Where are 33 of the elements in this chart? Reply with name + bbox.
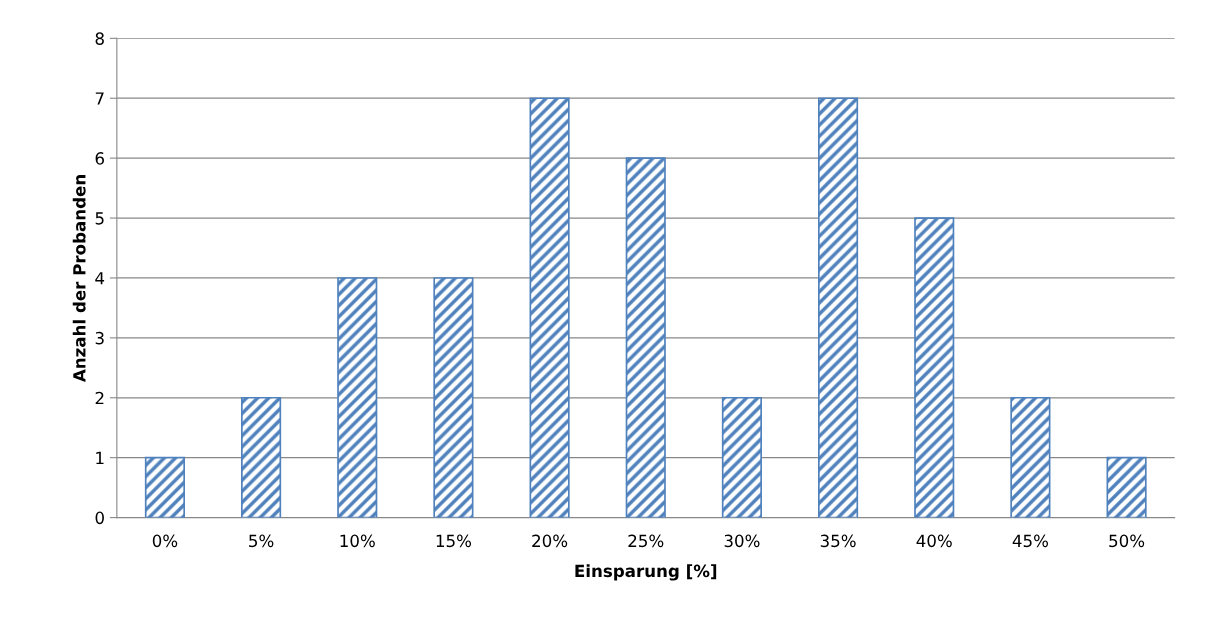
y-tick-label: 2 bbox=[95, 391, 104, 405]
bar bbox=[529, 97, 570, 518]
x-tick-label: 20% bbox=[532, 534, 568, 548]
x-tick-label: 25% bbox=[628, 534, 664, 548]
y-tick-label: 0 bbox=[95, 511, 104, 525]
bar bbox=[433, 277, 474, 518]
x-tick-label: 35% bbox=[820, 534, 856, 548]
x-tick-label: 0% bbox=[152, 534, 178, 548]
bar bbox=[1106, 456, 1147, 518]
bar bbox=[1010, 396, 1051, 518]
bar bbox=[144, 456, 185, 518]
x-tick-label: 5% bbox=[249, 534, 274, 548]
bar bbox=[625, 157, 666, 518]
y-tick-label: 5 bbox=[95, 212, 104, 225]
x-tick-label: 45% bbox=[1012, 534, 1049, 548]
x-tick-label: 30% bbox=[724, 534, 760, 548]
bar bbox=[914, 217, 955, 518]
y-tick-label: 8 bbox=[95, 32, 104, 45]
x-tick-label: 50% bbox=[1109, 534, 1145, 548]
y-tick-label: 3 bbox=[95, 331, 104, 345]
y-tick-label: 7 bbox=[95, 92, 104, 105]
y-tick-label: 1 bbox=[96, 451, 104, 465]
x-tick-label: 40% bbox=[916, 534, 952, 548]
bar bbox=[241, 396, 282, 518]
x-tick-label: 15% bbox=[436, 534, 472, 548]
y-tick-label: 6 bbox=[95, 152, 104, 165]
bar bbox=[721, 396, 762, 518]
y-tick-label: 4 bbox=[95, 272, 105, 285]
x-axis-title: Einsparung [%] bbox=[575, 564, 717, 581]
x-tick-label: 10% bbox=[340, 534, 375, 548]
bar bbox=[818, 97, 859, 518]
bar bbox=[337, 277, 378, 518]
y-axis-title: Anzahl der Probanden bbox=[72, 175, 86, 383]
